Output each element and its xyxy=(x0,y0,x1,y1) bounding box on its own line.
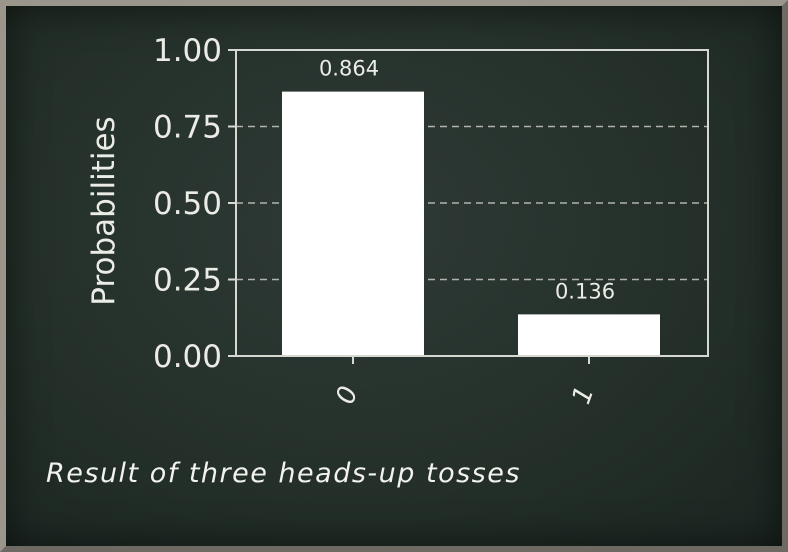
y-tick-label: 0.50 xyxy=(153,186,222,222)
plot-frame xyxy=(235,49,709,357)
chart-caption: Result of three heads-up tosses xyxy=(46,458,521,489)
y-tick-label: 0.00 xyxy=(153,339,222,375)
x-tick-label: 0 xyxy=(331,382,365,408)
bar xyxy=(518,314,660,356)
bar-value-label: 0.136 xyxy=(555,279,615,303)
bars: 0.864 0.136 xyxy=(282,57,660,356)
y-tick-label: 1.00 xyxy=(153,33,222,69)
y-axis-label: Probabilities xyxy=(86,116,122,305)
bar-value-label: 0.864 xyxy=(319,57,379,81)
x-tick-label: 1 xyxy=(567,382,601,408)
bar xyxy=(282,91,424,356)
y-tick-label: 0.75 xyxy=(153,110,222,146)
y-tick-label: 0.25 xyxy=(153,263,222,299)
